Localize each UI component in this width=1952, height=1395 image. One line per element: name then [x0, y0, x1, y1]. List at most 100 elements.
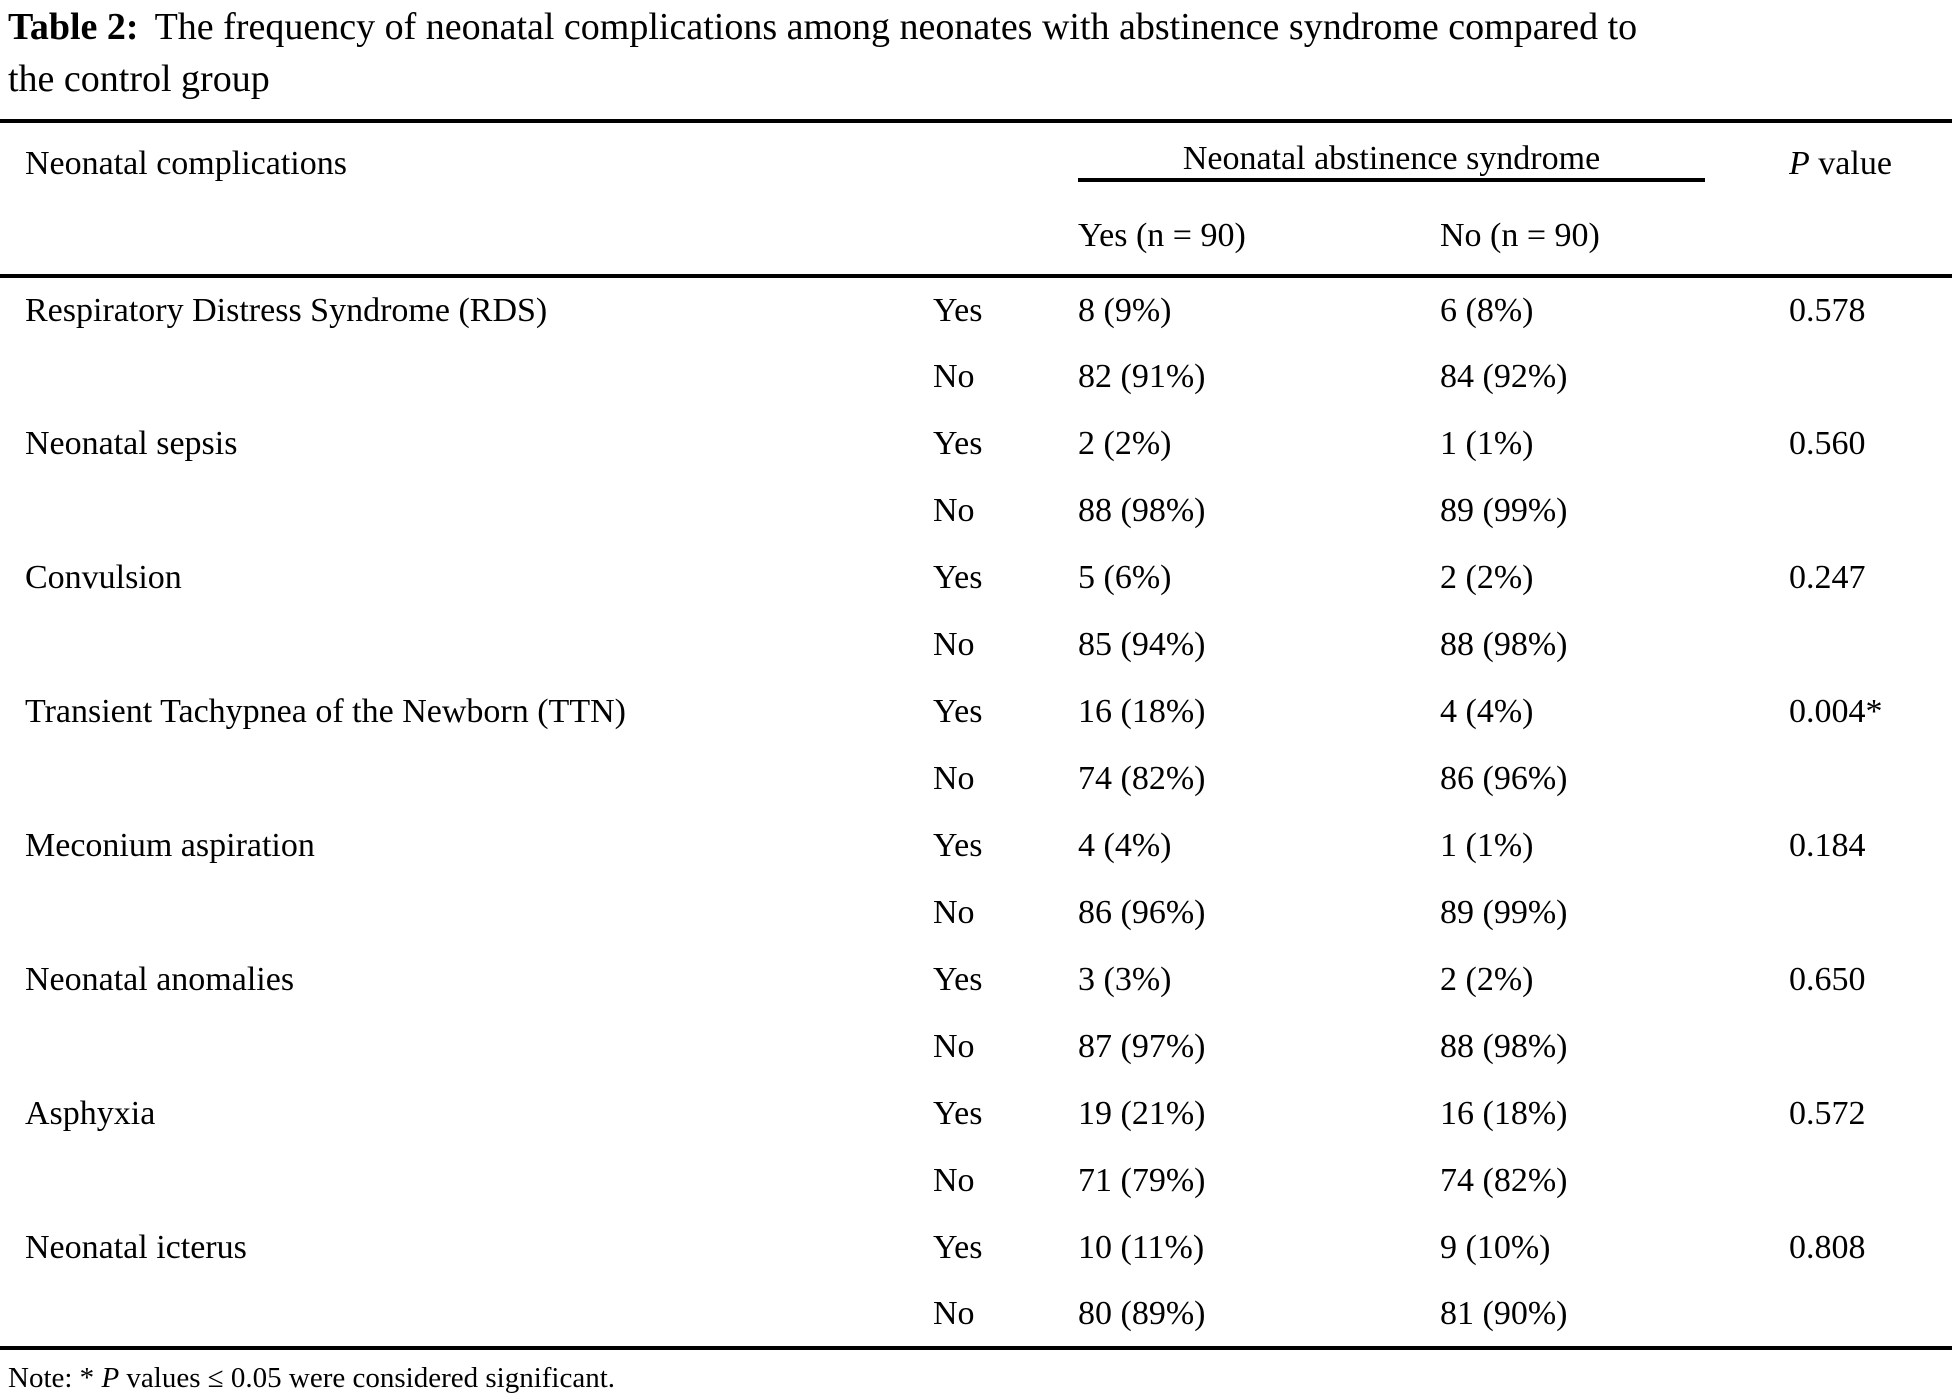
- nas-no-value: 86 (96%): [1440, 759, 1568, 797]
- table-caption-label: Table 2:: [8, 6, 139, 48]
- header-row-group: Neonatal complications Neonatal abstinen…: [0, 121, 1952, 279]
- complications-table: Neonatal complications Neonatal abstinen…: [0, 119, 1952, 1351]
- nas-yes-value: 8 (9%): [1078, 291, 1172, 329]
- complication-name: Convulsion: [25, 558, 182, 596]
- table-caption-line2: the control group: [8, 57, 270, 100]
- response-label-yes: Yes: [933, 1228, 983, 1266]
- p-value-empty: [1789, 745, 1952, 812]
- nas-no-value: 1 (1%): [1440, 424, 1534, 462]
- subheader-nas-yes: Yes (n = 90): [1078, 198, 1440, 279]
- nas-yes-value: 74 (82%): [1078, 759, 1206, 797]
- response-label-yes: Yes: [933, 692, 983, 730]
- complication-name: Neonatal icterus: [25, 1228, 247, 1266]
- table-row: No 82 (91%) 84 (92%): [0, 343, 1952, 410]
- response-label-no: No: [933, 1294, 975, 1332]
- p-value-empty: [1789, 879, 1952, 946]
- column-header-response-spacer: [933, 121, 1078, 279]
- table-caption: Table 2: The frequency of neonatal compli…: [0, 0, 1952, 105]
- complication-name: Transient Tachypnea of the Newborn (TTN): [25, 692, 626, 730]
- p-value-empty: [1789, 1147, 1952, 1214]
- p-value-empty: [1789, 611, 1952, 678]
- nas-no-value: 89 (99%): [1440, 893, 1568, 931]
- complication-name-empty: [0, 879, 933, 946]
- response-label-yes: Yes: [933, 424, 983, 462]
- group-header-cell: Neonatal abstinence syndrome: [1078, 121, 1789, 198]
- p-value: 0.650: [1789, 960, 1866, 998]
- table-row: Meconium aspiration Yes 4 (4%) 1 (1%) 0.184: [0, 812, 1952, 879]
- subheader-nas-no: No (n = 90): [1440, 198, 1790, 279]
- complication-name-empty: [0, 745, 933, 812]
- response-label-no: No: [933, 1027, 975, 1065]
- note-prefix: Note: *: [8, 1362, 102, 1395]
- nas-yes-value: 80 (89%): [1078, 1294, 1206, 1332]
- nas-yes-value: 5 (6%): [1078, 558, 1172, 596]
- p-value: 0.572: [1789, 1094, 1866, 1132]
- nas-no-value: 84 (92%): [1440, 357, 1568, 395]
- table-row: Convulsion Yes 5 (6%) 2 (2%) 0.247: [0, 544, 1952, 611]
- table-row: Neonatal sepsis Yes 2 (2%) 1 (1%) 0.560: [0, 410, 1952, 477]
- nas-no-value: 89 (99%): [1440, 491, 1568, 529]
- nas-no-value: 81 (90%): [1440, 1294, 1568, 1332]
- nas-yes-value: 16 (18%): [1078, 692, 1206, 730]
- complication-name-empty: [0, 1013, 933, 1080]
- nas-yes-value: 82 (91%): [1078, 357, 1206, 395]
- complication-name: Asphyxia: [25, 1094, 156, 1132]
- nas-yes-value: 88 (98%): [1078, 491, 1206, 529]
- note-p-italic: P: [101, 1362, 120, 1395]
- table-row: No 85 (94%) 88 (98%): [0, 611, 1952, 678]
- p-value-empty: [1789, 1013, 1952, 1080]
- table-row: No 87 (97%) 88 (98%): [0, 1013, 1952, 1080]
- nas-yes-value: 2 (2%): [1078, 424, 1172, 462]
- header-row-subgroups: Yes (n = 90) No (n = 90): [0, 198, 1952, 279]
- table-body: Respiratory Distress Syndrome (RDS) Yes 8 …: [0, 276, 1952, 1348]
- complication-name-empty: [0, 1147, 933, 1214]
- nas-yes-value: 3 (3%): [1078, 960, 1172, 998]
- p-header-italic: P: [1789, 145, 1810, 183]
- nas-yes-value: 87 (97%): [1078, 1027, 1206, 1065]
- nas-yes-value: 71 (79%): [1078, 1161, 1206, 1199]
- p-header-rest: value: [1809, 145, 1892, 183]
- table-row: Neonatal anomalies Yes 3 (3%) 2 (2%) 0.650: [0, 946, 1952, 1013]
- p-value: 0.808: [1789, 1228, 1866, 1266]
- response-label-yes: Yes: [933, 1094, 983, 1132]
- column-header-p-value: P value: [1789, 121, 1952, 279]
- complication-name-empty: [0, 477, 933, 544]
- p-value: 0.247: [1789, 558, 1866, 596]
- table-row: Asphyxia Yes 19 (21%) 16 (18%) 0.572: [0, 1080, 1952, 1147]
- nas-no-value: 2 (2%): [1440, 960, 1534, 998]
- table-row: Neonatal icterus Yes 10 (11%) 9 (10%) 0.808: [0, 1214, 1952, 1281]
- response-label-no: No: [933, 357, 975, 395]
- complication-name: Meconium aspiration: [25, 826, 315, 864]
- note-suffix: values ≤ 0.05 were considered significan…: [119, 1362, 616, 1395]
- complication-name: Neonatal anomalies: [25, 960, 295, 998]
- table-row: No 86 (96%) 89 (99%): [0, 879, 1952, 946]
- table-row: Transient Tachypnea of the Newborn (TTN)…: [0, 678, 1952, 745]
- response-label-no: No: [933, 759, 975, 797]
- response-label-no: No: [933, 625, 975, 663]
- table-row: No 88 (98%) 89 (99%): [0, 477, 1952, 544]
- p-value: 0.578: [1789, 291, 1866, 329]
- nas-yes-value: 86 (96%): [1078, 893, 1206, 931]
- table-note: Note: * P values ≤ 0.05 were considered …: [0, 1350, 1952, 1395]
- nas-no-value: 9 (10%): [1440, 1228, 1551, 1266]
- nas-no-value: 1 (1%): [1440, 826, 1534, 864]
- p-value: 0.004*: [1789, 692, 1883, 730]
- nas-no-value: 2 (2%): [1440, 558, 1534, 596]
- complication-name-empty: [0, 343, 933, 410]
- nas-no-value: 74 (82%): [1440, 1161, 1568, 1199]
- p-value: 0.184: [1789, 826, 1866, 864]
- table-row: No 80 (89%) 81 (90%): [0, 1281, 1952, 1348]
- response-label-yes: Yes: [933, 558, 983, 596]
- table-row: Respiratory Distress Syndrome (RDS) Yes 8 …: [0, 276, 1952, 343]
- p-value: 0.560: [1789, 424, 1866, 462]
- nas-no-value: 88 (98%): [1440, 1027, 1568, 1065]
- response-label-yes: Yes: [933, 826, 983, 864]
- response-label-no: No: [933, 893, 975, 931]
- response-label-no: No: [933, 491, 975, 529]
- nas-no-value: 16 (18%): [1440, 1094, 1568, 1132]
- complication-name-empty: [0, 611, 933, 678]
- nas-yes-value: 85 (94%): [1078, 625, 1206, 663]
- complication-name: Neonatal sepsis: [25, 424, 238, 462]
- response-label-no: No: [933, 1161, 975, 1199]
